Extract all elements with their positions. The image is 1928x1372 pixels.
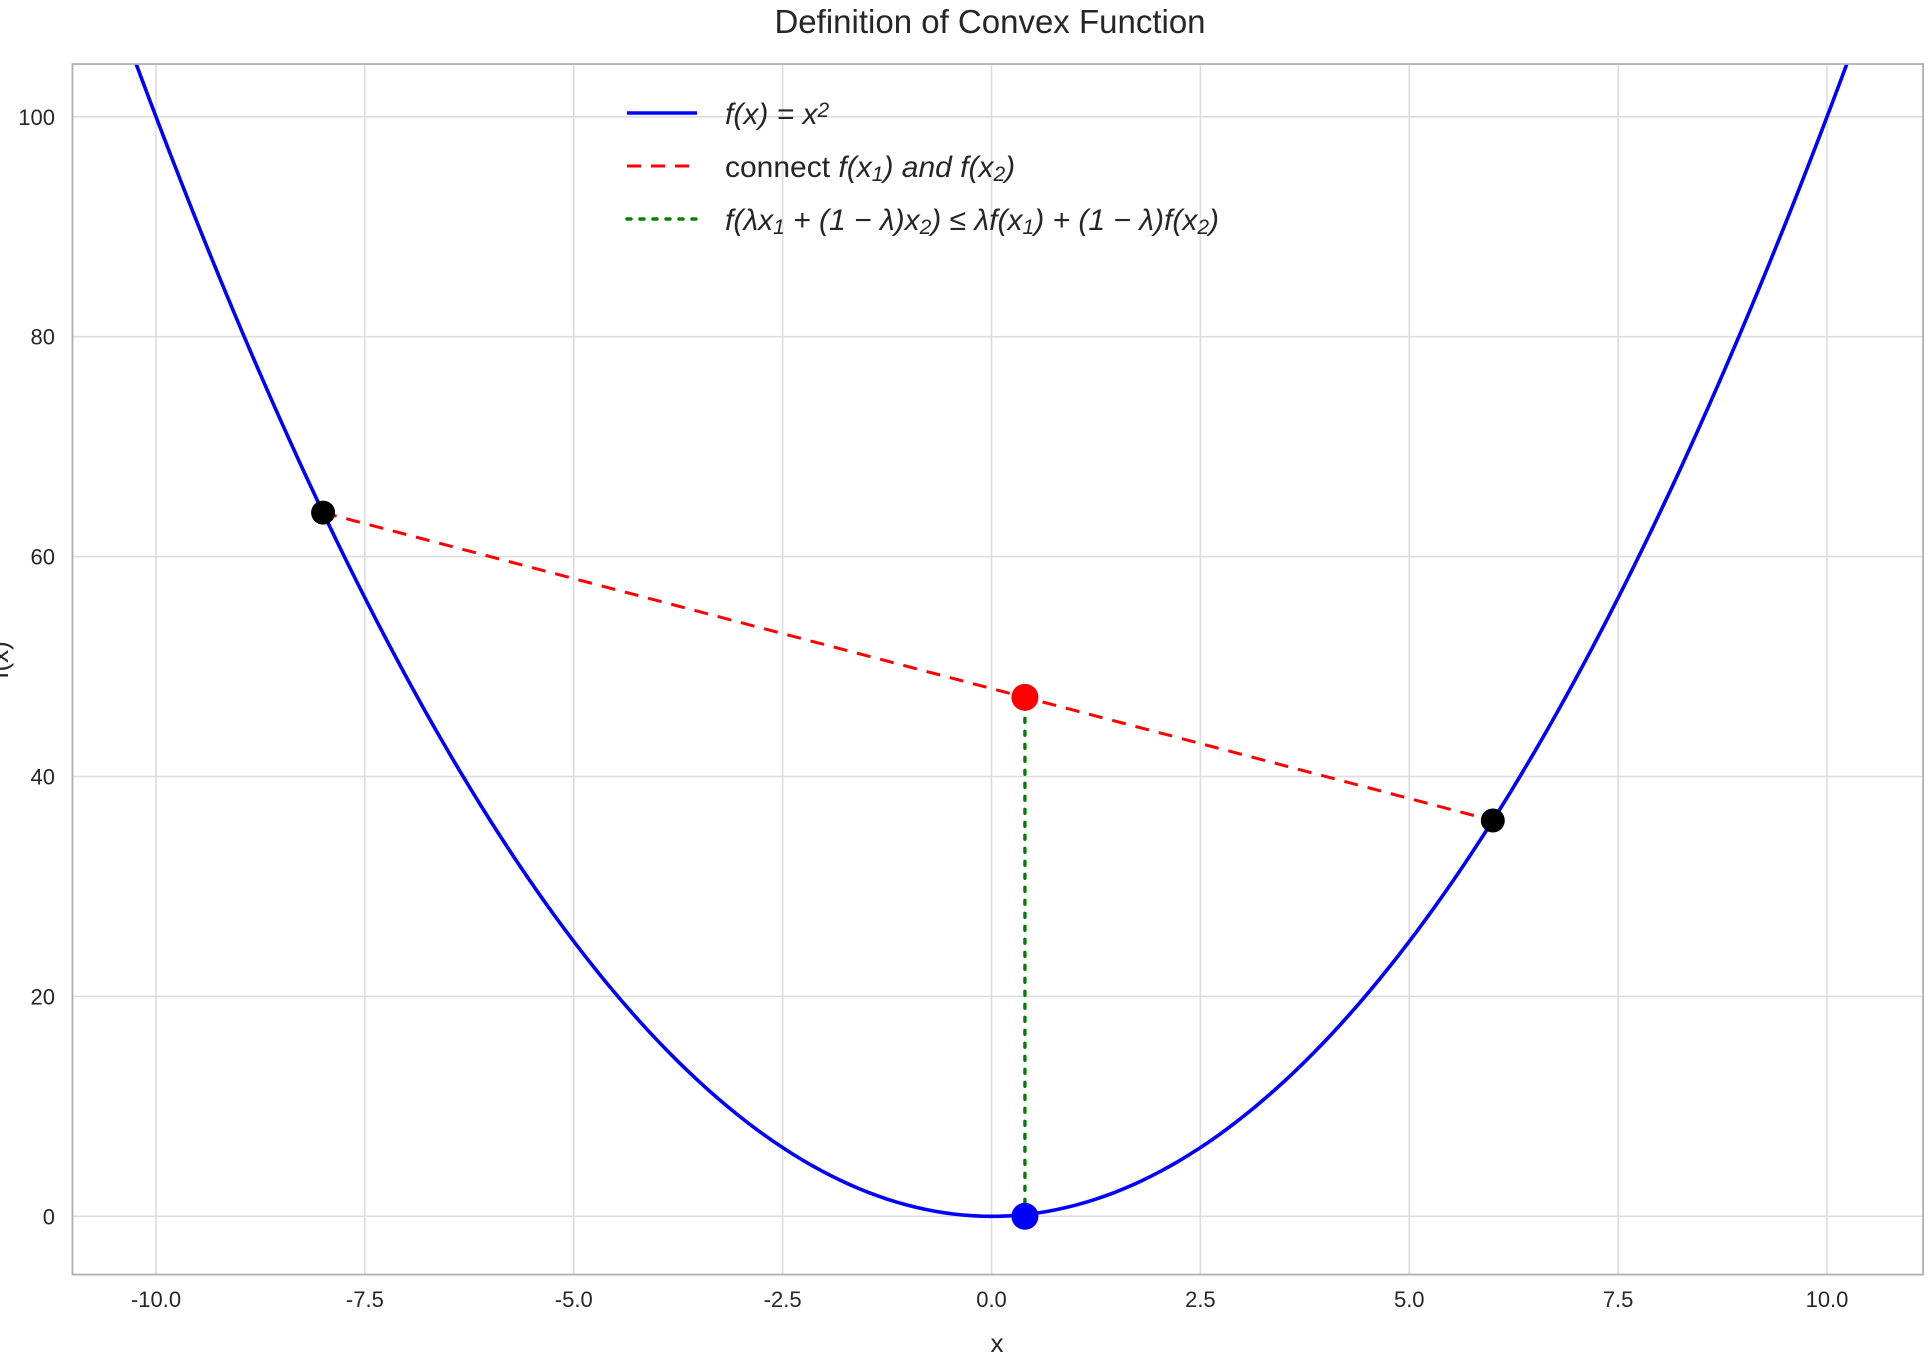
svg-text:f(x): f(x) — [0, 641, 14, 679]
svg-text:connect f(x1) and f(x2): connect f(x1) and f(x2) — [725, 151, 1015, 186]
svg-text:0: 0 — [43, 1204, 55, 1229]
svg-text:5.0: 5.0 — [1394, 1287, 1425, 1312]
svg-text:-7.5: -7.5 — [346, 1287, 384, 1312]
svg-text:10.0: 10.0 — [1806, 1287, 1849, 1312]
svg-text:100: 100 — [18, 105, 55, 130]
svg-text:20: 20 — [31, 984, 55, 1009]
svg-text:40: 40 — [31, 765, 55, 790]
svg-text:-5.0: -5.0 — [555, 1287, 593, 1312]
svg-text:60: 60 — [31, 545, 55, 570]
svg-text:0.0: 0.0 — [976, 1287, 1007, 1312]
svg-text:f(x) = x2: f(x) = x2 — [725, 98, 830, 131]
svg-text:-2.5: -2.5 — [764, 1287, 802, 1312]
svg-text:80: 80 — [31, 325, 55, 350]
svg-text:f(λx1 + (1 − λ)x2) ≤ λf(x1) +: f(λx1 + (1 − λ)x2) ≤ λf(x1) + (1 − λ)f(x… — [725, 204, 1219, 239]
svg-text:-10.0: -10.0 — [131, 1287, 181, 1312]
svg-text:Definition of Convex Function: Definition of Convex Function — [774, 3, 1205, 40]
svg-text:7.5: 7.5 — [1603, 1287, 1634, 1312]
svg-text:x: x — [991, 1328, 1004, 1358]
svg-text:2.5: 2.5 — [1185, 1287, 1216, 1312]
